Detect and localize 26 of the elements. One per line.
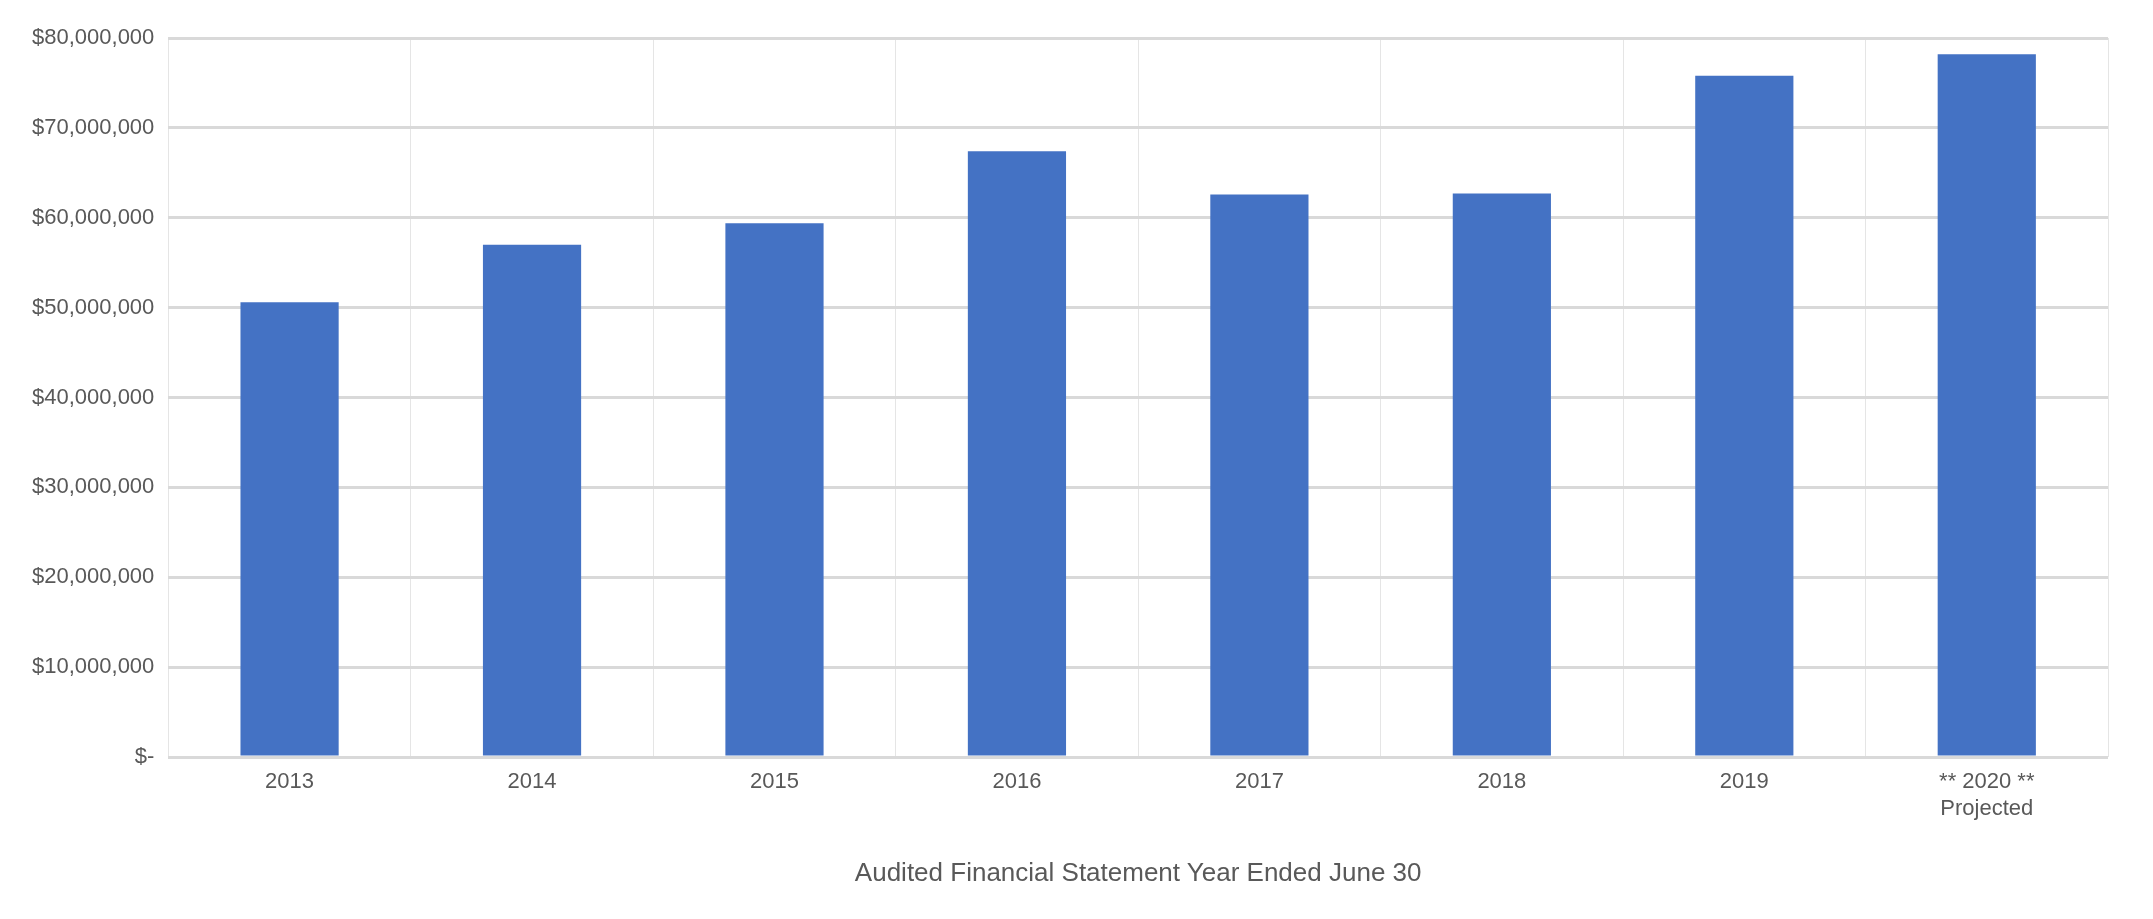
bar bbox=[725, 223, 824, 756]
x-tick-label: 2018 bbox=[1477, 768, 1527, 794]
y-tick-label: $30,000,000 bbox=[32, 473, 155, 499]
bar bbox=[240, 302, 339, 756]
bar bbox=[1452, 193, 1551, 756]
bar bbox=[482, 244, 582, 756]
y-tick-label: $10,000,000 bbox=[32, 653, 155, 679]
x-tick-label: ** 2020 ** Projected bbox=[1939, 768, 2035, 820]
x-tick-label: 2015 bbox=[750, 768, 799, 794]
y-tick-label: $60,000,000 bbox=[32, 203, 155, 229]
bar bbox=[967, 151, 1067, 756]
y-tick-label: $70,000,000 bbox=[32, 113, 155, 139]
y-tick-label: $40,000,000 bbox=[32, 383, 155, 409]
bar bbox=[1210, 194, 1309, 756]
bar bbox=[1937, 54, 2036, 756]
y-tick-label: $20,000,000 bbox=[32, 563, 155, 589]
x-tick-label: 2013 bbox=[265, 768, 315, 794]
x-axis-title: Audited Financial Statement Year Ended June 30 bbox=[854, 856, 1422, 887]
x-tick-label: 2016 bbox=[992, 768, 1042, 794]
y-tick-label: $- bbox=[134, 743, 155, 769]
x-tick-label: 2014 bbox=[507, 768, 557, 794]
bar bbox=[1695, 75, 1794, 756]
x-tick-label: 2017 bbox=[1234, 768, 1284, 794]
y-tick-label: $80,000,000 bbox=[32, 24, 155, 50]
y-tick-label: $50,000,000 bbox=[32, 293, 155, 319]
x-tick-label: 2019 bbox=[1719, 768, 1769, 794]
